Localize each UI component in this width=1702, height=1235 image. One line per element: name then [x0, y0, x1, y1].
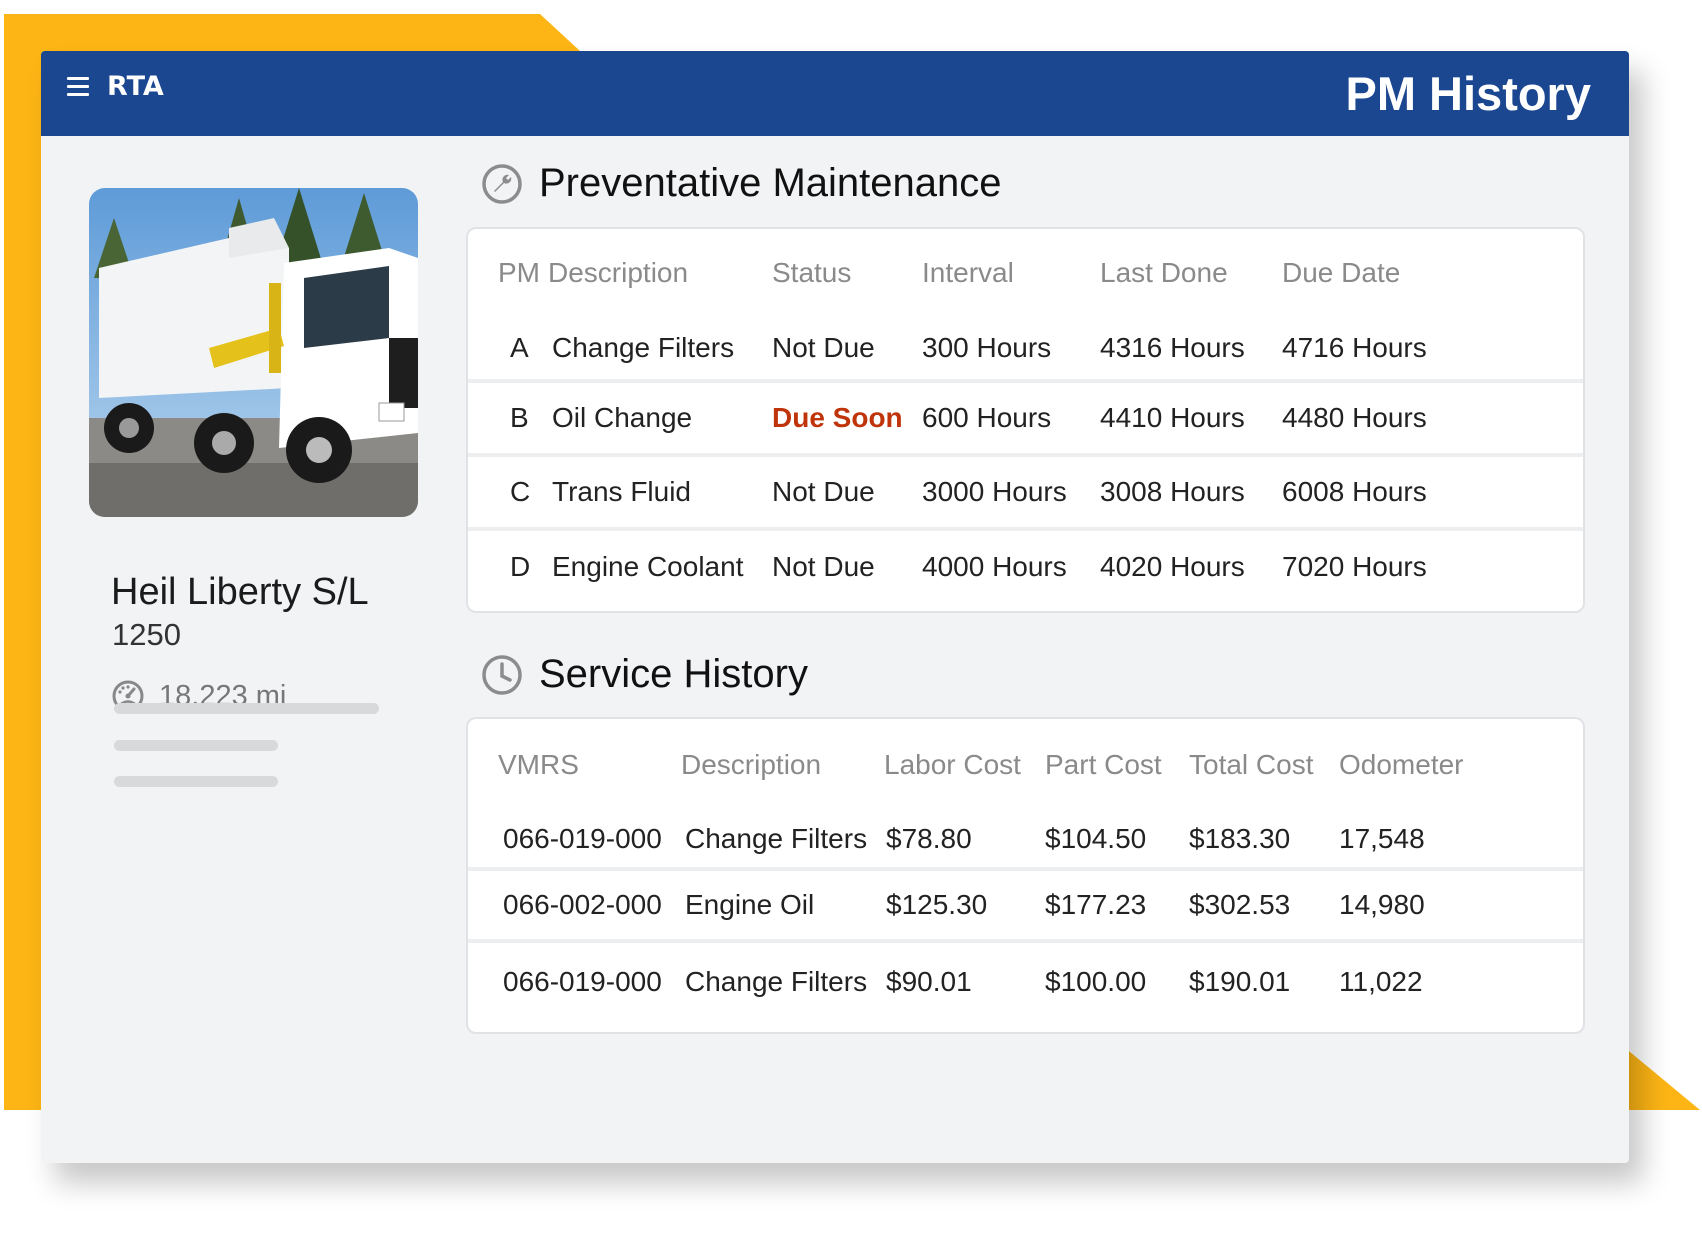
table-row[interactable]: B Oil Change Due Soon 600 Hours 4410 Hou…	[468, 381, 1583, 455]
total-cost: $190.01	[1189, 966, 1291, 997]
pm-interval: 600 Hours	[922, 402, 1052, 433]
total-cost: $302.53	[1189, 889, 1291, 920]
col-header: Last Done	[1100, 257, 1228, 288]
pm-due-date: 6008 Hours	[1282, 476, 1427, 507]
yellow-accent-left	[4, 14, 44, 1110]
pm-due-date: 7020 Hours	[1282, 551, 1427, 582]
pm-id: A	[510, 332, 529, 363]
vmrs-code: 066-019-000	[503, 966, 662, 997]
table-row[interactable]: 066-002-000 Engine Oil $125.30 $177.23 $…	[468, 869, 1583, 941]
placeholder-line	[114, 703, 379, 714]
service-description: Change Filters	[685, 823, 868, 854]
col-header: Description	[681, 749, 822, 780]
pm-due-date: 4716 Hours	[1282, 332, 1427, 363]
table-row[interactable]: C Trans Fluid Not Due 3000 Hours 3008 Ho…	[468, 455, 1583, 529]
table-row[interactable]: A Change Filters Not Due 300 Hours 4316 …	[468, 317, 1583, 381]
pm-table-header: PM Description Status Interval Last Done…	[468, 229, 1583, 317]
pm-id: D	[510, 551, 531, 582]
pm-id: C	[510, 476, 531, 507]
table-row[interactable]: 066-019-000 Change Filters $90.01 $100.0…	[468, 941, 1583, 1021]
vmrs-code: 066-019-000	[503, 823, 662, 854]
vmrs-code: 066-002-000	[503, 889, 662, 920]
vehicle-number: 1250	[112, 617, 181, 652]
odometer-reading: 11,022	[1339, 966, 1423, 997]
pm-due-date: 4480 Hours	[1282, 402, 1427, 433]
yellow-accent-top	[4, 14, 580, 51]
labor-cost: $90.01	[886, 966, 972, 997]
pm-status: Not Due	[772, 332, 875, 363]
col-header: Odometer	[1339, 749, 1464, 780]
odometer-reading: 14,980	[1339, 889, 1425, 920]
clock-icon	[482, 654, 522, 695]
col-header: Status	[772, 257, 852, 288]
part-cost: $104.50	[1045, 823, 1147, 854]
pm-id: B	[510, 402, 529, 433]
col-header: Labor Cost	[884, 749, 1021, 780]
pm-last-done: 4020 Hours	[1100, 551, 1245, 582]
service-table: VMRS Description Labor Cost Part Cost To…	[468, 719, 1583, 1021]
table-row[interactable]: D Engine Coolant Not Due 4000 Hours 4020…	[468, 529, 1583, 603]
menu-icon[interactable]	[67, 77, 89, 96]
labor-cost: $125.30	[886, 889, 988, 920]
pm-description: Engine Coolant	[552, 551, 744, 582]
service-section-title: Service History	[539, 652, 808, 696]
col-header: VMRS	[498, 749, 579, 780]
pm-description: Oil Change	[552, 402, 693, 433]
service-section-header: Service History	[481, 652, 808, 697]
service-table-panel: VMRS Description Labor Cost Part Cost To…	[466, 717, 1585, 1034]
table-row[interactable]: 066-019-000 Change Filters $78.80 $104.5…	[468, 811, 1583, 869]
pm-section-header: Preventative Maintenance	[481, 161, 1002, 206]
vehicle-photo	[89, 188, 418, 517]
service-table-header: VMRS Description Labor Cost Part Cost To…	[468, 719, 1583, 811]
pm-description: Trans Fluid	[552, 476, 692, 507]
col-header: Total Cost	[1189, 749, 1314, 780]
labor-cost: $78.80	[886, 823, 972, 854]
pm-section-title: Preventative Maintenance	[539, 161, 1002, 205]
service-description: Change Filters	[685, 966, 868, 997]
logo: RTA	[107, 71, 164, 102]
truck-image	[89, 188, 418, 517]
pm-last-done: 4410 Hours	[1100, 402, 1245, 433]
pm-interval: 4000 Hours	[922, 551, 1067, 582]
pm-interval: 300 Hours	[922, 332, 1052, 363]
col-header: PM	[498, 257, 540, 288]
yellow-accent-bottom-right	[1618, 1042, 1700, 1110]
part-cost: $177.23	[1045, 889, 1147, 920]
app-window: RTA PM History	[41, 51, 1629, 1163]
col-header: Description	[548, 257, 689, 288]
pm-last-done: 4316 Hours	[1100, 332, 1245, 363]
col-header: Due Date	[1282, 257, 1401, 288]
total-cost: $183.30	[1189, 823, 1291, 854]
vehicle-name: Heil Liberty S/L	[111, 571, 369, 613]
placeholder-line	[114, 776, 278, 787]
pm-table-panel: PM Description Status Interval Last Done…	[466, 227, 1585, 613]
col-header: Part Cost	[1045, 749, 1162, 780]
service-description: Engine Oil	[685, 889, 815, 920]
col-header: Interval	[922, 257, 1014, 288]
pm-status: Not Due	[772, 551, 875, 582]
wrench-icon	[482, 163, 522, 204]
pm-status: Due Soon	[772, 402, 903, 433]
page-title: PM History	[1345, 67, 1592, 120]
pm-description: Change Filters	[552, 332, 735, 363]
odometer-reading: 17,548	[1339, 823, 1425, 854]
pm-last-done: 3008 Hours	[1100, 476, 1245, 507]
part-cost: $100.00	[1045, 966, 1147, 997]
pm-interval: 3000 Hours	[922, 476, 1067, 507]
placeholder-line	[114, 740, 278, 751]
pm-table: PM Description Status Interval Last Done…	[468, 229, 1583, 603]
pm-status: Not Due	[772, 476, 875, 507]
top-bar: RTA PM History	[41, 51, 1629, 136]
